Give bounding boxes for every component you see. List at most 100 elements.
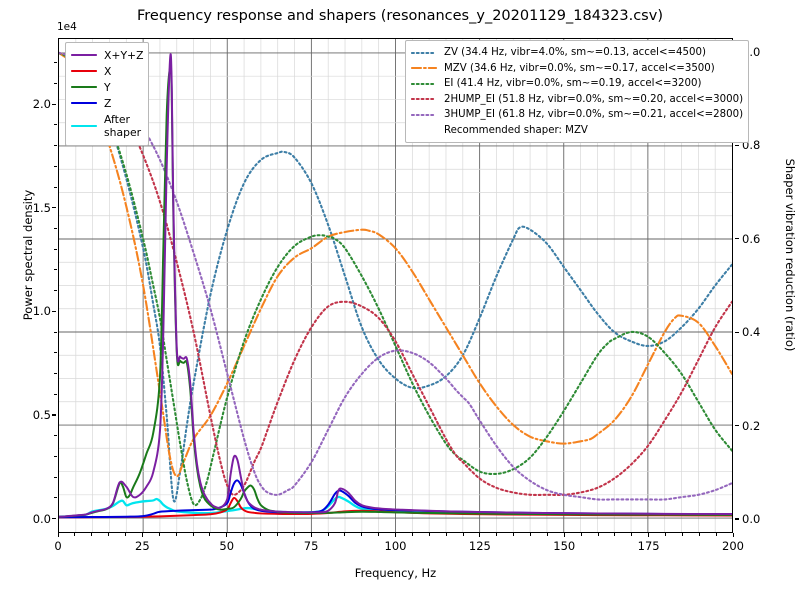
- shaper-curve-zv: [59, 51, 732, 503]
- x-minor-tick: [293, 533, 295, 536]
- x-tick-label: 150: [553, 539, 576, 553]
- x-minor-tick: [698, 533, 700, 536]
- legend-z: Z: [71, 95, 143, 111]
- x-tick-label: 175: [637, 539, 660, 553]
- y-left-minor-tick: [54, 83, 57, 85]
- y-right-tick: [735, 425, 739, 427]
- y-left-minor-tick: [54, 290, 57, 292]
- x-minor-tick: [125, 533, 126, 536]
- legend-label: Z: [104, 96, 112, 110]
- x-minor-tick: [378, 533, 380, 536]
- legend-response: X+Y+Z X Y Z After shaper: [65, 42, 150, 146]
- y-axis-left-title: Power spectral density: [21, 189, 35, 321]
- legend-y: Y: [71, 79, 143, 95]
- x-tick: [226, 533, 228, 537]
- y-left-minor-tick: [54, 352, 57, 354]
- x-minor-tick: [681, 533, 683, 536]
- legend-line-swatch: [71, 49, 97, 61]
- legend-line-swatch: [71, 120, 97, 132]
- shaper-curve-ei: [59, 51, 732, 507]
- chart-title: Frequency response and shapers (resonanc…: [137, 8, 663, 24]
- x-tick-label: 200: [722, 539, 744, 553]
- legend-line-swatch: [411, 47, 437, 59]
- legend-xyz: X+Y+Z: [71, 47, 143, 63]
- legend-label: 3HUMP_EI (61.8 Hz, vibr=0.0%, sm~=0.21, …: [444, 109, 744, 121]
- legend-after-shaper: After shaper: [71, 111, 143, 141]
- x-tick-label: 125: [468, 539, 491, 553]
- y-right-tick-label: 0.4: [742, 325, 761, 340]
- legend-label: EI (41.4 Hz, vibr=0.0%, sm~=0.19, accel<…: [444, 78, 702, 90]
- x-minor-tick: [74, 533, 76, 536]
- legend-line-swatch: [411, 78, 437, 90]
- legend-shaper-item: 3HUMP_EI (61.8 Hz, vibr=0.0%, sm~=0.21, …: [411, 107, 743, 123]
- legend-label: X+Y+Z: [104, 48, 144, 62]
- y-right-tick: [735, 144, 739, 146]
- y-left-minor-tick: [54, 228, 57, 230]
- y-left-tick: [52, 103, 56, 105]
- shaper-curve-2hump_ei: [59, 51, 732, 497]
- y-left-minor-tick: [54, 476, 57, 478]
- legend-line-swatch: [71, 65, 97, 77]
- y-left-minor-tick: [54, 269, 57, 271]
- recommended-shaper-note: Recommended shaper: MZV: [444, 124, 588, 136]
- x-tick-label: 50: [219, 539, 235, 553]
- x-minor-tick: [175, 533, 177, 536]
- x-minor-tick: [428, 533, 430, 536]
- y-left-tick: [52, 207, 56, 209]
- legend-label: ZV (34.4 Hz, vibr=4.0%, sm~=0.13, accel<…: [444, 47, 706, 59]
- shaper-curve-3hump_ei: [59, 51, 732, 501]
- y-right-tick: [735, 331, 739, 333]
- x-minor-tick: [108, 533, 110, 536]
- x-minor-tick: [665, 533, 666, 536]
- y-left-minor-tick: [54, 331, 57, 333]
- x-minor-tick: [496, 533, 498, 536]
- x-tick: [648, 533, 650, 537]
- x-minor-tick: [158, 533, 160, 536]
- y-left-minor-tick: [54, 455, 57, 457]
- x-axis: 0 25 50 75 100 125 150 175 200: [54, 533, 744, 563]
- legend-label: After shaper: [104, 113, 142, 139]
- x-tick: [395, 533, 397, 537]
- x-minor-tick: [361, 533, 363, 536]
- y-left-minor-tick: [54, 497, 57, 499]
- legend-shapers: ZV (34.4 Hz, vibr=4.0%, sm~=0.13, accel<…: [405, 40, 750, 143]
- x-minor-tick: [344, 533, 346, 536]
- y-left-minor-tick: [54, 62, 57, 64]
- y-right-tick-label: 0.0: [742, 511, 761, 526]
- legend-line-swatch: [71, 97, 97, 109]
- legend-line-swatch: [411, 93, 437, 105]
- x-tick: [563, 533, 565, 537]
- x-minor-tick: [580, 533, 582, 536]
- y-left-tick: [52, 310, 56, 312]
- x-minor-tick: [445, 533, 447, 536]
- x-tick-label: 100: [384, 539, 407, 553]
- y-axis-right-title: Shaper vibration reduction (ratio): [783, 158, 797, 352]
- y-left-minor-tick: [54, 186, 57, 188]
- x-tick-label: 25: [135, 539, 150, 553]
- y-left-minor-tick: [54, 435, 57, 437]
- legend-shaper-item: MZV (34.6 Hz, vibr=0.0%, sm~=0.17, accel…: [411, 61, 743, 77]
- y-right-tick-label: 0.6: [742, 231, 761, 246]
- psd-curve-x-y-z: [59, 53, 732, 518]
- y-left-tick-label: 2.0: [32, 97, 51, 112]
- legend-label: 2HUMP_EI (51.8 Hz, vibr=0.0%, sm~=0.20, …: [444, 93, 744, 105]
- x-minor-tick: [411, 533, 413, 536]
- y-left-minor-tick: [54, 165, 57, 167]
- y-left-tick-label: 1.0: [32, 304, 51, 319]
- legend-line-swatch: [411, 62, 437, 74]
- x-minor-tick: [276, 533, 278, 536]
- x-minor-tick: [597, 533, 599, 536]
- y-axis-left: 0.0 0.5 1.0 1.5 2.0: [0, 38, 57, 533]
- y-left-tick: [52, 518, 56, 520]
- x-minor-tick: [192, 533, 194, 536]
- x-minor-tick: [546, 533, 548, 536]
- legend-label: X: [104, 64, 112, 78]
- x-tick-label: 75: [303, 539, 319, 553]
- x-minor-tick: [631, 533, 633, 536]
- y-left-minor-tick: [54, 393, 57, 395]
- y-left-tick-label: 0.5: [32, 407, 51, 422]
- legend-shaper-item: ZV (34.4 Hz, vibr=4.0%, sm~=0.13, accel<…: [411, 45, 743, 61]
- y-left-minor-tick: [54, 248, 57, 250]
- y-right-tick-label: 0.2: [742, 418, 761, 433]
